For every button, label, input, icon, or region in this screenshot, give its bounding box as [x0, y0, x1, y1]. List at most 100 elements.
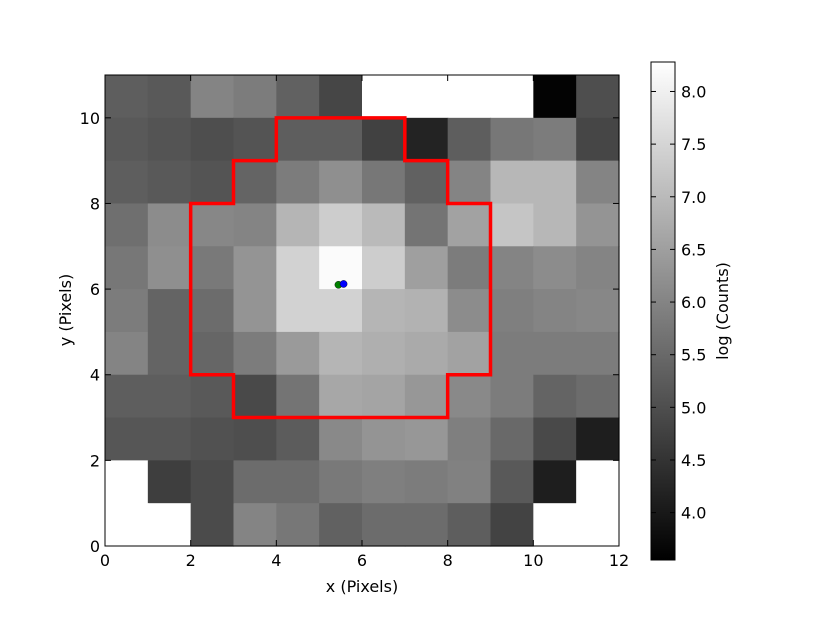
x-tick-label: 4 [271, 551, 281, 570]
heatmap-cell [190, 117, 235, 162]
heatmap-cell [576, 417, 620, 461]
heatmap-cell [147, 331, 192, 376]
heatmap-cell [533, 246, 577, 290]
y-tick-label: 8 [90, 194, 100, 213]
heatmap-cell [447, 75, 492, 119]
colorbar-tick-label: 5.5 [681, 346, 706, 365]
heatmap-cell [190, 289, 235, 333]
heatmap-cell [319, 374, 363, 419]
heatmap-cell [362, 460, 406, 504]
y-tick-label: 0 [90, 537, 100, 556]
heatmap-cell [576, 246, 620, 290]
heatmap-cell [105, 460, 149, 504]
heatmap-cell [147, 117, 192, 162]
heatmap-cell [190, 331, 235, 376]
heatmap-cell [490, 417, 534, 461]
heatmap-cell [319, 331, 363, 376]
heatmap-cell [490, 503, 534, 547]
heatmap-cell [105, 417, 149, 461]
x-axis-ticks: 0 2 4 6 8 10 12 [100, 75, 629, 570]
colorbar-tick-label: 5.0 [681, 398, 706, 417]
heatmap-cell [404, 460, 449, 504]
heatmap-cell [233, 246, 277, 290]
heatmap-cell [533, 75, 577, 119]
heatmap-cell [447, 246, 492, 290]
heatmap-cell [233, 417, 277, 461]
heatmap-cell [319, 203, 363, 247]
heatmap-cell [233, 160, 277, 205]
heatmap-cell [190, 203, 235, 247]
heatmap-cell [233, 75, 277, 119]
heatmap-cell [147, 289, 192, 333]
heatmap-cell [576, 117, 620, 162]
heatmap-cell [533, 117, 577, 162]
heatmap-cell [533, 160, 577, 205]
y-axis-label: y (Pixels) [56, 274, 75, 346]
heatmap-cell [319, 117, 363, 162]
heatmap-cell [105, 160, 149, 205]
heatmap-cell [276, 203, 320, 247]
heatmap-cell [404, 503, 449, 547]
heatmap-cell [147, 503, 192, 547]
heatmap-cell [105, 117, 149, 162]
heatmap-cell [276, 331, 320, 376]
centroid-markers [334, 280, 348, 289]
heatmap-cell [276, 460, 320, 504]
colorbar-label: log (Counts) [713, 262, 732, 360]
heatmap-cell [447, 374, 492, 419]
heatmap-cell [447, 503, 492, 547]
heatmap-cell [490, 460, 534, 504]
heatmap-cell [447, 417, 492, 461]
x-tick-label: 8 [443, 551, 453, 570]
heatmap-cell [190, 374, 235, 419]
heatmap-cell [147, 203, 192, 247]
heatmap-cell [533, 331, 577, 376]
heatmap-cell [404, 417, 449, 461]
heatmap-cell [147, 374, 192, 419]
heatmap-cell [362, 75, 406, 119]
colorbar [650, 61, 676, 561]
heatmap-cell [447, 289, 492, 333]
heatmap-cell [447, 331, 492, 376]
heatmap-cell [190, 246, 235, 290]
heatmap-cell [105, 75, 149, 119]
heatmap-cell [447, 203, 492, 247]
heatmap-cell [233, 117, 277, 162]
heatmap-cell [404, 75, 449, 119]
heatmap-cell [233, 203, 277, 247]
heatmap-cell [147, 417, 192, 461]
heatmap-cell [190, 460, 235, 504]
x-tick-label: 2 [186, 551, 196, 570]
heatmap-cell [490, 117, 534, 162]
heatmap-cell [490, 246, 534, 290]
heatmap-cell [576, 203, 620, 247]
heatmap-cell [276, 374, 320, 419]
heatmap-cell [404, 331, 449, 376]
heatmap-cell [190, 75, 235, 119]
y-tick-label: 10 [80, 109, 100, 128]
heatmap-cell [105, 246, 149, 290]
colorbar-tick-label: 6.0 [681, 293, 706, 312]
centroid-marker [339, 280, 348, 288]
heatmap-cell [362, 331, 406, 376]
heatmap-cell [362, 503, 406, 547]
heatmap-cell [404, 246, 449, 290]
heatmap-cell [190, 503, 235, 547]
heatmap-cell [533, 203, 577, 247]
x-tick-label: 10 [523, 551, 543, 570]
colorbar-tick-label: 7.5 [681, 135, 706, 154]
heatmap-cell [404, 160, 449, 205]
heatmap-cell [276, 289, 320, 333]
x-tick-label: 0 [100, 551, 110, 570]
heatmap-cell [319, 160, 363, 205]
heatmap-cell [147, 160, 192, 205]
heatmap-cell [105, 374, 149, 419]
x-tick-label: 6 [357, 551, 367, 570]
heatmap-cell [319, 503, 363, 547]
x-axis-label: x (Pixels) [326, 577, 398, 596]
heatmap-cell [533, 460, 577, 504]
heatmap-cell [490, 160, 534, 205]
heatmap-cell [276, 160, 320, 205]
heatmap-cell [233, 503, 277, 547]
y-tick-label: 2 [90, 451, 100, 470]
